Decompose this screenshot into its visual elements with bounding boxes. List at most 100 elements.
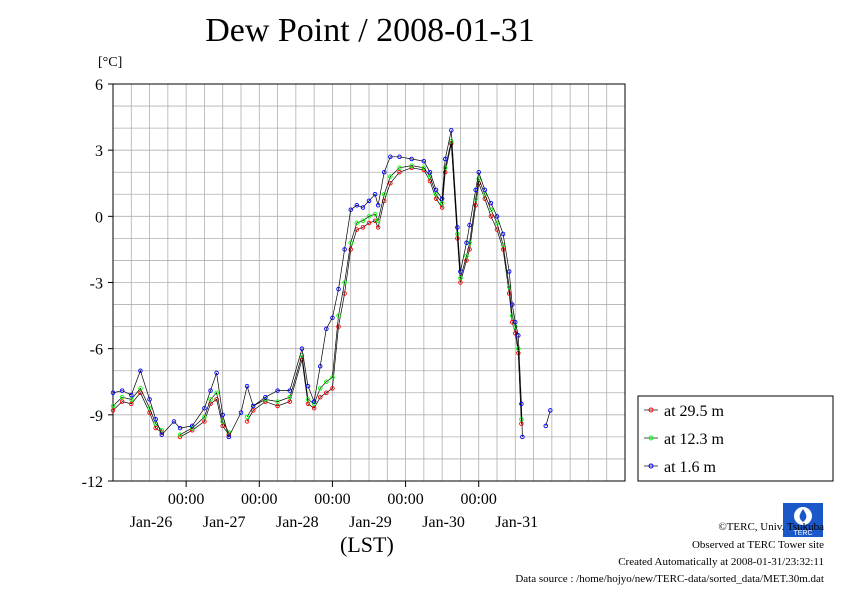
series-point <box>488 200 494 206</box>
legend-label: at 29.5 m <box>664 403 725 420</box>
series-point <box>442 156 448 162</box>
series-point <box>226 430 232 435</box>
series-point <box>433 187 439 193</box>
series-point <box>409 163 414 168</box>
y-tick-label: 3 <box>95 143 103 160</box>
legend-marker <box>648 435 654 441</box>
legend-label: at 12.3 m <box>664 431 725 448</box>
series-point <box>449 139 454 144</box>
series-point <box>244 419 250 424</box>
series-point <box>220 423 225 429</box>
series-point <box>330 386 335 391</box>
date-label: Jan-31 <box>495 514 538 531</box>
series-point <box>509 302 515 307</box>
series-point <box>324 390 329 396</box>
series-point <box>275 399 280 404</box>
series-point <box>336 313 341 318</box>
series-point <box>348 207 353 212</box>
series-point <box>421 158 427 164</box>
series-line <box>112 130 551 438</box>
series-point <box>375 203 381 208</box>
series-point <box>458 280 463 285</box>
series-point <box>119 394 125 400</box>
series-point <box>473 203 478 208</box>
series-point <box>467 240 472 246</box>
y-tick-label: -6 <box>90 342 103 359</box>
series-point <box>439 205 445 210</box>
series-point <box>476 169 481 175</box>
series-point <box>488 207 494 212</box>
series-point <box>129 397 134 402</box>
series-point <box>177 432 183 437</box>
series-point <box>226 434 232 440</box>
series-point <box>110 390 116 396</box>
series-point <box>543 423 549 429</box>
series-point <box>153 416 158 422</box>
series-point <box>381 192 387 197</box>
series-point <box>427 169 433 175</box>
series-point <box>354 220 360 226</box>
legend-marker <box>648 463 654 469</box>
series-point <box>336 324 341 329</box>
series-point <box>520 434 525 440</box>
y-tick-label: -3 <box>90 276 103 293</box>
series-point <box>311 399 317 404</box>
series-point <box>354 203 360 208</box>
series-point <box>244 383 250 389</box>
series-point <box>506 284 512 290</box>
series-point <box>519 416 524 422</box>
x-tick-label: 00:00 <box>168 491 204 508</box>
series-point <box>299 346 305 351</box>
y-tick-label: 0 <box>95 209 103 226</box>
series-point <box>360 218 366 223</box>
series-point <box>464 258 469 263</box>
series-point <box>473 187 478 193</box>
series-point <box>171 419 177 424</box>
series-point <box>442 165 448 171</box>
x-tick-label: 00:00 <box>314 491 350 508</box>
series-point <box>287 399 293 404</box>
series-point <box>202 414 207 420</box>
series-point <box>421 165 427 171</box>
series-point <box>208 388 213 393</box>
series-point <box>458 269 463 274</box>
series-point <box>202 419 207 424</box>
series-point <box>439 196 445 201</box>
series-point <box>433 196 439 201</box>
date-label: Jan-30 <box>422 514 465 531</box>
date-label: Jan-28 <box>276 514 319 531</box>
series-point <box>263 394 268 400</box>
series-point <box>177 425 183 431</box>
legend-marker <box>648 407 654 413</box>
series-point <box>330 315 335 321</box>
series-point <box>513 330 518 336</box>
series-point <box>464 240 469 246</box>
series-point <box>138 386 143 391</box>
series-point <box>208 397 213 402</box>
series-point <box>238 410 244 415</box>
series-point <box>372 218 378 223</box>
series-point <box>433 192 439 197</box>
series-point <box>153 425 158 431</box>
series-point <box>476 176 481 182</box>
date-label: Jan-27 <box>203 514 246 531</box>
series-point <box>317 364 323 369</box>
series-point <box>372 192 378 197</box>
series-point <box>381 169 387 175</box>
series-point <box>214 397 219 402</box>
series-point <box>342 247 347 252</box>
series-point <box>324 326 329 332</box>
series-point <box>482 187 488 193</box>
series-point <box>129 401 134 407</box>
series-point <box>305 397 311 402</box>
series-point <box>455 225 460 230</box>
series-point <box>110 408 116 413</box>
x-axis-unit: (LST) <box>340 532 394 557</box>
series-point <box>516 333 521 338</box>
date-label: Jan-29 <box>349 514 392 531</box>
series-point <box>449 128 454 133</box>
y-tick-label: 6 <box>95 77 103 94</box>
series-point <box>324 379 329 385</box>
series-point <box>336 286 341 292</box>
series-point <box>311 405 317 411</box>
